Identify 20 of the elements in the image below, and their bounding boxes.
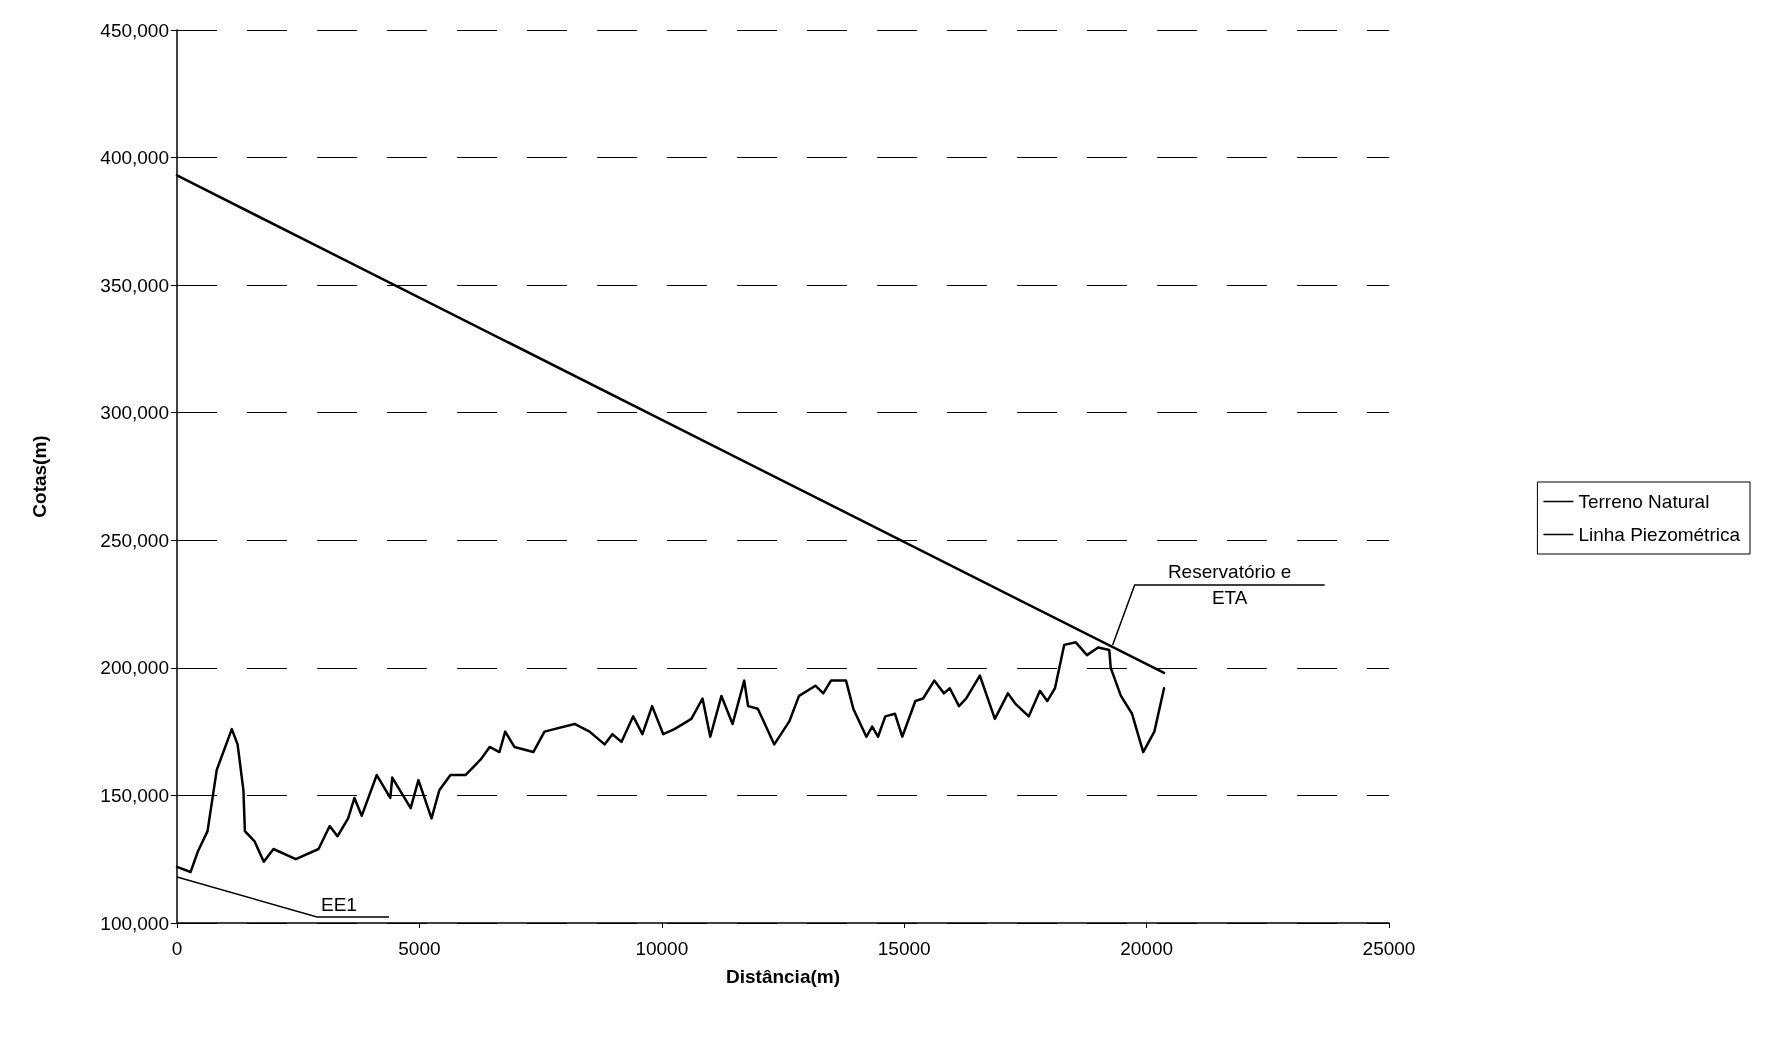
annotation: EE1: [321, 894, 357, 915]
legend-label: Terreno Natural: [1578, 491, 1710, 512]
y-tick-label: 100,000: [100, 912, 169, 934]
y-tick-label: 350,000: [100, 274, 169, 296]
x-tick-label: 15000: [877, 938, 931, 959]
x-tick-label: 10000: [635, 938, 689, 959]
y-tick-label: 450,000: [100, 19, 169, 41]
y-tick-label: 300,000: [100, 402, 169, 424]
y-tick-label: 250,000: [100, 529, 169, 551]
x-tick-label: 5000: [398, 938, 441, 959]
y-axis-title: Cotas(m): [29, 435, 50, 518]
x-tick-label: 25000: [1362, 938, 1416, 959]
y-tick-label: 150,000: [100, 784, 169, 806]
legend-label: Linha Piezométrica: [1578, 524, 1741, 545]
x-axis-title: Distância(m): [725, 966, 841, 987]
x-tick-label: 0: [171, 938, 183, 959]
x-tick-label: 20000: [1120, 938, 1174, 959]
y-tick-label: 200,000: [100, 657, 169, 679]
y-tick-label: 400,000: [100, 147, 169, 169]
annotation: Reservatório e ETA: [1167, 561, 1292, 609]
